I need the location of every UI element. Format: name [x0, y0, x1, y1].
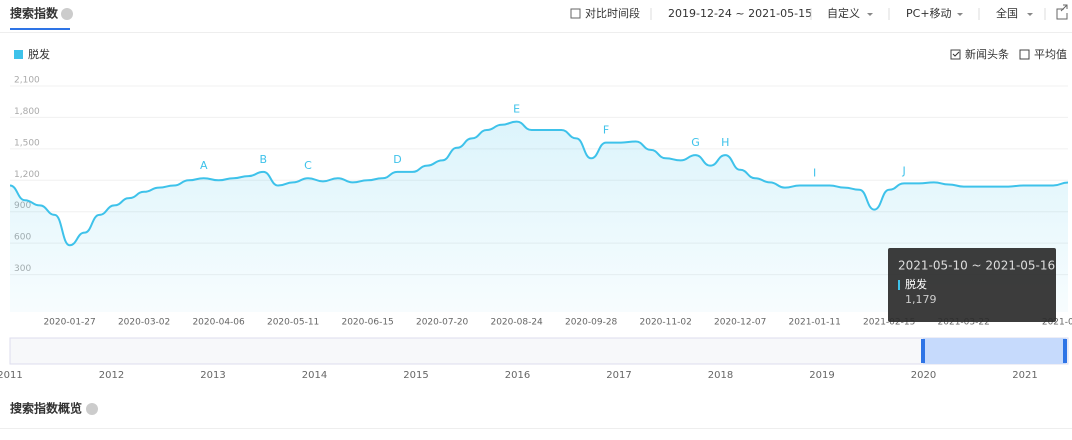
annotation: F: [603, 124, 609, 137]
annotation: B: [260, 153, 268, 166]
x-tick-label: 2020-06-15: [341, 318, 393, 328]
tooltip-value: 1,179: [905, 293, 937, 306]
x-tick-label: 2021-01-11: [789, 318, 841, 328]
y-tick-label: 1,500: [14, 138, 40, 148]
annotation: I: [813, 167, 816, 180]
annotation: G: [691, 136, 700, 149]
tooltip-box: [888, 248, 1056, 322]
tooltip-swatch: [898, 280, 900, 290]
dropdown-arrow: [1027, 13, 1033, 16]
divider: [0, 428, 1072, 429]
x-tick-label: 2020-12-07: [714, 318, 766, 328]
year-label: 2011: [0, 370, 23, 381]
y-tick-label: 1,800: [14, 107, 40, 117]
x-tick-label: 2021-05-10: [1042, 318, 1072, 328]
overview-handle[interactable]: [1063, 339, 1067, 363]
region-select[interactable]: 全国: [996, 6, 1018, 20]
annotation: H: [721, 136, 729, 149]
dropdown-arrow: [867, 13, 873, 16]
x-tick-label: 2020-04-06: [192, 318, 245, 328]
annotation: J: [901, 164, 905, 177]
overview-handle[interactable]: [921, 339, 925, 363]
x-tick-label: 2020-07-20: [416, 318, 469, 328]
export-icon[interactable]: [1056, 4, 1068, 20]
x-tick-label: 2020-05-11: [267, 318, 319, 328]
tooltip-title: 2021-05-10 ~ 2021-05-16: [898, 259, 1055, 273]
compare-option[interactable]: 对比时间段: [585, 6, 640, 20]
legend-label[interactable]: 脱发: [28, 47, 50, 61]
area-fill: [10, 121, 1068, 312]
tab-underline: [10, 28, 70, 30]
checkbox[interactable]: [570, 8, 581, 19]
device-select[interactable]: PC+移动: [906, 7, 952, 20]
legend-swatch[interactable]: [14, 50, 23, 59]
annotation: D: [393, 153, 401, 166]
x-tick-label: 2020-08-24: [490, 318, 543, 328]
help-icon[interactable]: [86, 403, 98, 415]
overview-track[interactable]: [9, 337, 1069, 365]
year-label: 2014: [302, 370, 327, 381]
overview-axis: 2011 2012 2013 2014 2015 2016 2017 2018 2019 2020…: [0, 370, 1038, 381]
annotation: A: [200, 159, 208, 172]
year-label: 2017: [606, 370, 631, 381]
tooltip: 2021-05-10 ~ 2021-05-16 脱发 1,179: [888, 248, 1056, 322]
year-label: 2015: [403, 370, 428, 381]
year-label: 2019: [809, 370, 834, 381]
y-tick-label: 1,200: [14, 170, 40, 180]
year-label: 2020: [911, 370, 936, 381]
x-tick-label: 2020-09-28: [565, 318, 618, 328]
tooltip-series: 脱发: [905, 277, 927, 291]
annotation: E: [513, 103, 520, 116]
divider: [0, 32, 1072, 33]
news-option[interactable]: 新闻头条: [965, 47, 1009, 61]
checkmark: [952, 51, 960, 57]
date-range[interactable]: 2019-12-24 ~ 2021-05-15: [668, 7, 812, 20]
chart: 3006009001,2001,5001,8002,1002020-01-272…: [9, 76, 1072, 328]
dropdown-arrow: [957, 13, 963, 16]
average-option[interactable]: 平均值: [1034, 48, 1067, 61]
year-label: 2012: [99, 370, 124, 381]
series-line: [9, 120, 1069, 247]
y-tick-label: 2,100: [14, 76, 40, 86]
checkbox[interactable]: [1019, 49, 1030, 60]
year-label: 2013: [200, 370, 225, 381]
section-title: 搜索指数概览: [10, 401, 82, 416]
year-label: 2021: [1012, 370, 1037, 381]
annotation: C: [304, 159, 312, 172]
year-label: 2016: [505, 370, 530, 381]
x-tick-label: 2021-03-22: [938, 318, 990, 328]
mode-select[interactable]: 自定义: [827, 6, 860, 20]
x-tick-label: 2020-01-27: [43, 318, 95, 328]
year-label: 2018: [708, 370, 733, 381]
help-icon[interactable]: [61, 8, 73, 20]
x-tick-label: 2020-03-02: [118, 318, 170, 328]
x-tick-label: 2021-02-15: [863, 318, 915, 328]
overview-selection[interactable]: [923, 338, 1066, 364]
tab-title[interactable]: 搜索指数: [10, 6, 59, 21]
checkbox[interactable]: [950, 49, 961, 60]
x-tick-label: 2020-11-02: [640, 318, 692, 328]
